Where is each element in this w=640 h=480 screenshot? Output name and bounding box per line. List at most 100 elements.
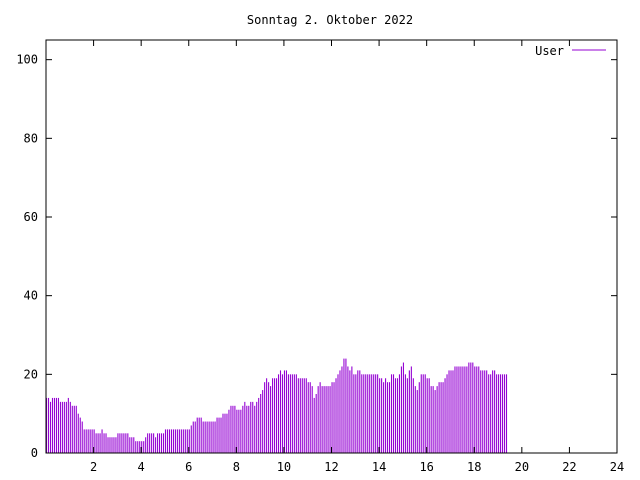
bar (268, 382, 270, 453)
bar (317, 386, 319, 453)
x-tick-label: 14 (372, 460, 386, 474)
bar (408, 370, 410, 453)
bar (127, 433, 129, 453)
bar (379, 378, 381, 453)
bar (357, 370, 359, 453)
bar (85, 429, 87, 453)
x-tick-label: 4 (138, 460, 145, 474)
bar (145, 437, 147, 453)
x-tick-label: 16 (419, 460, 433, 474)
bar (99, 433, 101, 453)
bar (498, 374, 500, 453)
bar (186, 429, 188, 453)
bar (166, 429, 169, 453)
x-tick-label: 6 (185, 460, 192, 474)
bar (46, 397, 48, 453)
bar (458, 366, 460, 453)
bar (297, 378, 299, 453)
bar (343, 358, 345, 453)
bar (305, 378, 307, 453)
bar (428, 378, 430, 453)
axis-ticks (46, 40, 618, 454)
bar (365, 374, 367, 453)
bar (406, 378, 408, 453)
bar (299, 378, 301, 453)
bar (226, 413, 228, 453)
bar (339, 370, 341, 453)
bar (430, 386, 432, 453)
bar (287, 374, 289, 453)
bar (170, 429, 172, 453)
bar (67, 397, 69, 453)
bar (168, 429, 171, 453)
legend: User (535, 44, 606, 58)
x-tick-label: 8 (233, 460, 240, 474)
bar (311, 386, 313, 453)
bar (250, 401, 252, 453)
x-tick-label: 22 (562, 460, 576, 474)
bar (281, 374, 284, 453)
bar (398, 374, 400, 453)
bar (303, 378, 305, 453)
bar (321, 386, 323, 453)
bar (283, 370, 286, 453)
bar (295, 374, 297, 453)
bar (444, 378, 446, 453)
bar (107, 437, 109, 453)
y-tick-labels: 0 20 40 60 80 100 (16, 53, 38, 460)
y-tick-label: 20 (24, 367, 38, 381)
bar (53, 397, 56, 453)
bar (422, 374, 424, 453)
bar (216, 417, 218, 453)
bar (65, 401, 67, 453)
bar (470, 362, 472, 453)
bar (341, 366, 343, 453)
bar (149, 433, 151, 453)
bar (394, 378, 397, 453)
bar (327, 386, 329, 453)
bar (111, 437, 113, 453)
bar (270, 386, 272, 453)
bar (291, 374, 293, 453)
bar (434, 390, 436, 453)
bar (293, 374, 295, 453)
bar (252, 401, 254, 453)
bar (182, 429, 184, 453)
x-tick-label: 10 (277, 460, 291, 474)
bar (141, 441, 143, 453)
bar (456, 366, 458, 453)
bar (87, 429, 89, 453)
bar (214, 421, 216, 453)
bar (420, 374, 422, 453)
x-tick-label: 20 (515, 460, 529, 474)
bar (275, 378, 278, 453)
bar (452, 370, 454, 453)
bar (95, 433, 97, 453)
bar (57, 397, 59, 453)
bar (129, 437, 131, 453)
bar (502, 374, 504, 453)
bar (244, 401, 246, 453)
bar (285, 370, 287, 453)
bar (81, 421, 83, 453)
bar (143, 441, 145, 453)
bar (125, 433, 127, 453)
bar (103, 433, 105, 453)
bar (361, 374, 363, 453)
bar (258, 397, 260, 453)
bar (212, 421, 214, 453)
bar (172, 429, 174, 453)
bar (254, 405, 256, 453)
bar (474, 366, 476, 453)
bar (151, 433, 153, 453)
bar (404, 374, 406, 453)
bar (460, 366, 462, 453)
bar (503, 374, 506, 453)
bar (412, 378, 414, 453)
bar (218, 417, 220, 453)
bar (486, 370, 488, 453)
x-tick-label: 12 (324, 460, 338, 474)
bar (492, 370, 494, 453)
bar (383, 382, 385, 453)
x-tick-label: 2 (90, 460, 97, 474)
